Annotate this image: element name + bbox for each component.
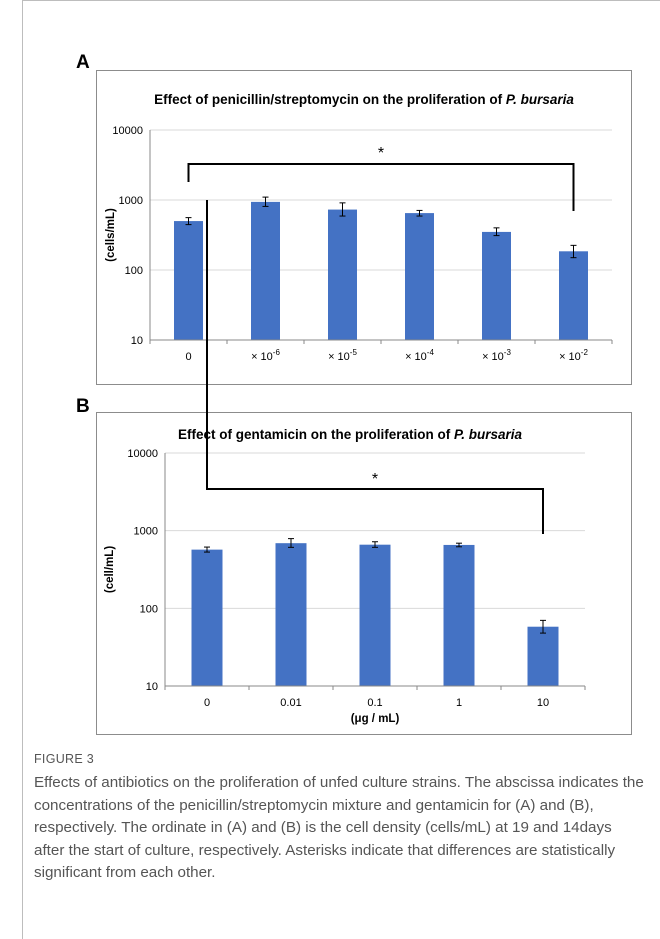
y-tick-label: 10000 bbox=[127, 448, 158, 460]
bar bbox=[359, 544, 391, 686]
bar bbox=[443, 544, 475, 686]
x-tick-label-base: 0 bbox=[204, 697, 210, 709]
bar bbox=[191, 549, 223, 686]
y-axis-label: (cells/mL) bbox=[105, 208, 117, 262]
x-tick-label-base: × 10 bbox=[251, 351, 273, 363]
chart-title-species: P. bursaria bbox=[454, 427, 523, 442]
x-tick-label-base: 10 bbox=[537, 697, 549, 709]
x-tick-label-exponent: -6 bbox=[273, 348, 281, 357]
x-tick-label-base: × 10 bbox=[559, 351, 581, 363]
chart-title-main: Effect of gentamicin on the proliferatio… bbox=[178, 427, 454, 442]
bar bbox=[405, 213, 434, 340]
x-tick-label: × 10-5 bbox=[328, 348, 357, 363]
caption-label: FIGURE 3 bbox=[34, 752, 95, 766]
y-tick-label: 100 bbox=[125, 265, 143, 277]
x-tick-label-exponent: -3 bbox=[504, 348, 512, 357]
figure-frame-top bbox=[22, 0, 660, 14]
x-tick-label: × 10-6 bbox=[251, 348, 280, 363]
x-tick-label: 1 bbox=[456, 697, 462, 709]
bar bbox=[328, 209, 357, 340]
x-tick-label-base: × 10 bbox=[328, 351, 350, 363]
x-axis-label: (μg / mL) bbox=[351, 713, 400, 725]
x-tick-label-base: 0.1 bbox=[367, 697, 382, 709]
x-tick-label-base: 0 bbox=[185, 351, 191, 363]
significance-bracket bbox=[206, 200, 544, 534]
x-tick-label: 10 bbox=[537, 697, 549, 709]
chart-title: Effect of gentamicin on the proliferatio… bbox=[178, 427, 523, 442]
bar bbox=[482, 231, 511, 340]
x-tick-label-base: 0.01 bbox=[280, 697, 301, 709]
chart-title-species: P. bursaria bbox=[506, 92, 575, 107]
y-tick-label: 10 bbox=[131, 335, 143, 347]
x-tick-label: 0.1 bbox=[367, 697, 382, 709]
panel-letter-a: A bbox=[76, 52, 90, 73]
caption-text: Effects of antibiotics on the proliferat… bbox=[34, 774, 644, 881]
y-tick-label: 10 bbox=[146, 681, 158, 693]
bar bbox=[527, 626, 559, 686]
x-tick-label: × 10-3 bbox=[482, 348, 511, 363]
bar bbox=[251, 201, 280, 340]
y-tick-label: 1000 bbox=[119, 195, 143, 207]
x-tick-label-exponent: -5 bbox=[350, 348, 358, 357]
chart-title: Effect of penicillin/streptomycin on the… bbox=[154, 92, 574, 107]
x-tick-label-exponent: -4 bbox=[427, 348, 435, 357]
y-tick-label: 10000 bbox=[112, 125, 143, 137]
x-tick-label: 0 bbox=[185, 351, 191, 363]
x-tick-label: 0.01 bbox=[280, 697, 301, 709]
significance-asterisk: * bbox=[378, 145, 384, 162]
panel-letter-b: B bbox=[76, 396, 90, 417]
x-tick-label: × 10-2 bbox=[559, 348, 588, 363]
y-tick-label: 1000 bbox=[134, 526, 158, 538]
x-tick-label-base: 1 bbox=[456, 697, 462, 709]
x-tick-label-base: × 10 bbox=[405, 351, 427, 363]
x-tick-label-base: × 10 bbox=[482, 351, 504, 363]
significance-asterisk: * bbox=[372, 471, 378, 488]
x-tick-label: × 10-4 bbox=[405, 348, 434, 363]
figure-caption: FIGURE 3 Effects of antibiotics on the p… bbox=[34, 752, 644, 885]
x-tick-label-exponent: -2 bbox=[581, 348, 589, 357]
y-axis-label: (cell/mL) bbox=[104, 546, 116, 593]
significance-bracket bbox=[187, 163, 575, 211]
y-tick-label: 100 bbox=[140, 603, 158, 615]
bar bbox=[174, 221, 203, 340]
bar bbox=[559, 251, 588, 340]
bar bbox=[275, 543, 307, 686]
x-tick-label: 0 bbox=[204, 697, 210, 709]
figure-frame-left bbox=[22, 14, 23, 939]
chart-title-main: Effect of penicillin/streptomycin on the… bbox=[154, 92, 506, 107]
